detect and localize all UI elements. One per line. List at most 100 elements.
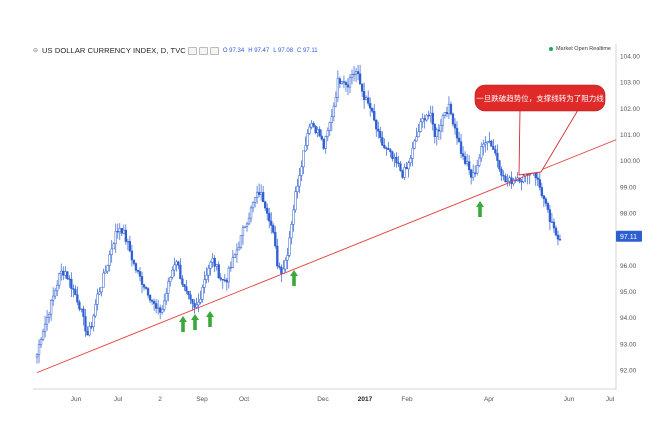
candle-body xyxy=(520,181,523,183)
candle-body xyxy=(457,137,461,142)
candle-body xyxy=(47,314,51,318)
candle-body xyxy=(52,295,55,301)
marker-layer xyxy=(179,146,545,332)
indicator-toggle-icon[interactable] xyxy=(187,46,197,55)
candle-body xyxy=(429,112,432,116)
candle-body xyxy=(116,231,119,233)
time-tick-label: Oct xyxy=(239,396,249,403)
market-status-text: Market Open Realtime xyxy=(555,46,611,52)
candle-body xyxy=(229,266,233,269)
candle-body xyxy=(286,255,289,261)
candle-body xyxy=(58,273,61,286)
candle-body xyxy=(247,217,251,225)
candle-body xyxy=(227,267,230,283)
candle-body xyxy=(106,265,109,272)
candle-body xyxy=(43,323,47,332)
candle-body xyxy=(472,172,475,178)
candle-body xyxy=(395,157,398,164)
candle-body xyxy=(369,103,372,109)
candle-body xyxy=(94,304,97,317)
price-tick-label: 103.00 xyxy=(620,80,640,87)
candle-body xyxy=(431,112,434,125)
candle-body xyxy=(435,129,438,137)
candle-body xyxy=(348,77,352,88)
candle-body xyxy=(302,150,305,168)
candle-body xyxy=(90,326,93,328)
annotation-callout[interactable]: 一旦跌破趋势位，支撑线转为了阻力线 xyxy=(474,84,606,176)
candle-body xyxy=(175,261,178,266)
candle-body xyxy=(255,191,259,198)
candle-body xyxy=(364,97,368,101)
candle-body xyxy=(68,278,71,280)
candle-body xyxy=(518,177,521,182)
candle-body xyxy=(288,237,291,256)
price-axis: 104.00 103.00 102.00 101.00 100.00 99.00 98.00… xyxy=(620,54,640,375)
indicator-toggle-icon-3[interactable] xyxy=(209,46,219,55)
candle-body xyxy=(338,78,342,84)
time-tick-label: Jun xyxy=(71,396,82,403)
candle-body xyxy=(423,118,426,121)
candle-body xyxy=(375,119,378,130)
candle-body xyxy=(62,270,65,276)
candle-body xyxy=(154,303,158,309)
candle-body xyxy=(552,221,556,229)
price-tick-label: 104.00 xyxy=(620,54,640,61)
candle-body xyxy=(504,175,507,183)
price-tick-label: 100.00 xyxy=(620,158,640,165)
candle-body xyxy=(409,158,412,164)
candle-body xyxy=(209,261,212,269)
candle-body xyxy=(352,73,356,76)
candle-body xyxy=(419,121,422,132)
candle-body xyxy=(401,170,404,178)
candle-body xyxy=(439,125,443,132)
candle-body xyxy=(463,156,467,164)
candle-body xyxy=(377,128,380,132)
candle-body xyxy=(415,136,418,142)
trendline[interactable] xyxy=(36,139,617,374)
collapse-icon[interactable]: ⊖ xyxy=(33,48,39,54)
candle-body xyxy=(328,122,331,131)
ohlc-open: O 97.34 xyxy=(222,47,245,54)
candle-body xyxy=(104,270,107,274)
candle-body xyxy=(459,141,463,154)
candle-body xyxy=(356,71,360,75)
candle-body xyxy=(215,264,218,267)
candle-body xyxy=(298,175,301,187)
indicator-toggle-icon-2[interactable] xyxy=(198,46,208,55)
candle-body xyxy=(203,279,206,288)
callout-text: 一旦跌破趋势位，支撑线转为了阻力线 xyxy=(476,93,604,103)
candle-body xyxy=(405,167,408,170)
candle-body xyxy=(221,278,224,281)
candle-body xyxy=(322,138,325,149)
candle-body xyxy=(185,286,188,292)
candle-body xyxy=(132,259,136,264)
candle-body xyxy=(449,103,453,115)
candle-body xyxy=(482,143,485,148)
candle-body xyxy=(399,163,402,171)
candle-body xyxy=(522,175,525,182)
candle-body xyxy=(407,162,410,170)
candle-body xyxy=(268,213,271,222)
candle-body xyxy=(54,290,57,297)
candle-body xyxy=(502,175,505,177)
candle-body xyxy=(320,135,323,140)
callout-box xyxy=(474,84,606,112)
candle-body xyxy=(373,111,376,121)
candle-body xyxy=(177,261,180,266)
candle-body xyxy=(163,300,166,310)
candle-body xyxy=(389,149,392,153)
candle-body xyxy=(179,264,182,279)
candle-body xyxy=(126,241,130,243)
candle-body xyxy=(157,307,160,309)
candle-body xyxy=(257,191,261,195)
candle-body xyxy=(274,232,277,247)
candle-body xyxy=(118,228,121,232)
candle-body xyxy=(138,271,142,277)
candle-body xyxy=(211,258,214,263)
candle-body xyxy=(433,123,436,137)
candle-body xyxy=(425,115,428,121)
up-arrow-icon xyxy=(206,311,214,327)
ohlc-high: H 97.47 xyxy=(248,47,270,54)
